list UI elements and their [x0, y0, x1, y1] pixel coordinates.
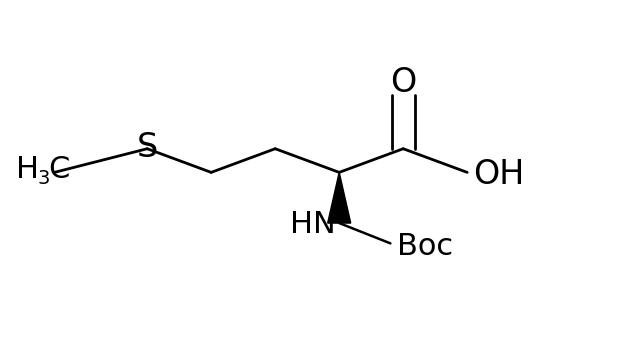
Text: C: C — [48, 154, 69, 184]
Text: Boc: Boc — [397, 232, 453, 261]
Text: S: S — [136, 130, 158, 164]
Text: 3: 3 — [38, 169, 50, 188]
Text: OH: OH — [474, 158, 525, 191]
Text: HN: HN — [291, 210, 336, 239]
Text: O: O — [390, 66, 417, 99]
Polygon shape — [328, 172, 351, 223]
Text: H: H — [16, 154, 39, 184]
